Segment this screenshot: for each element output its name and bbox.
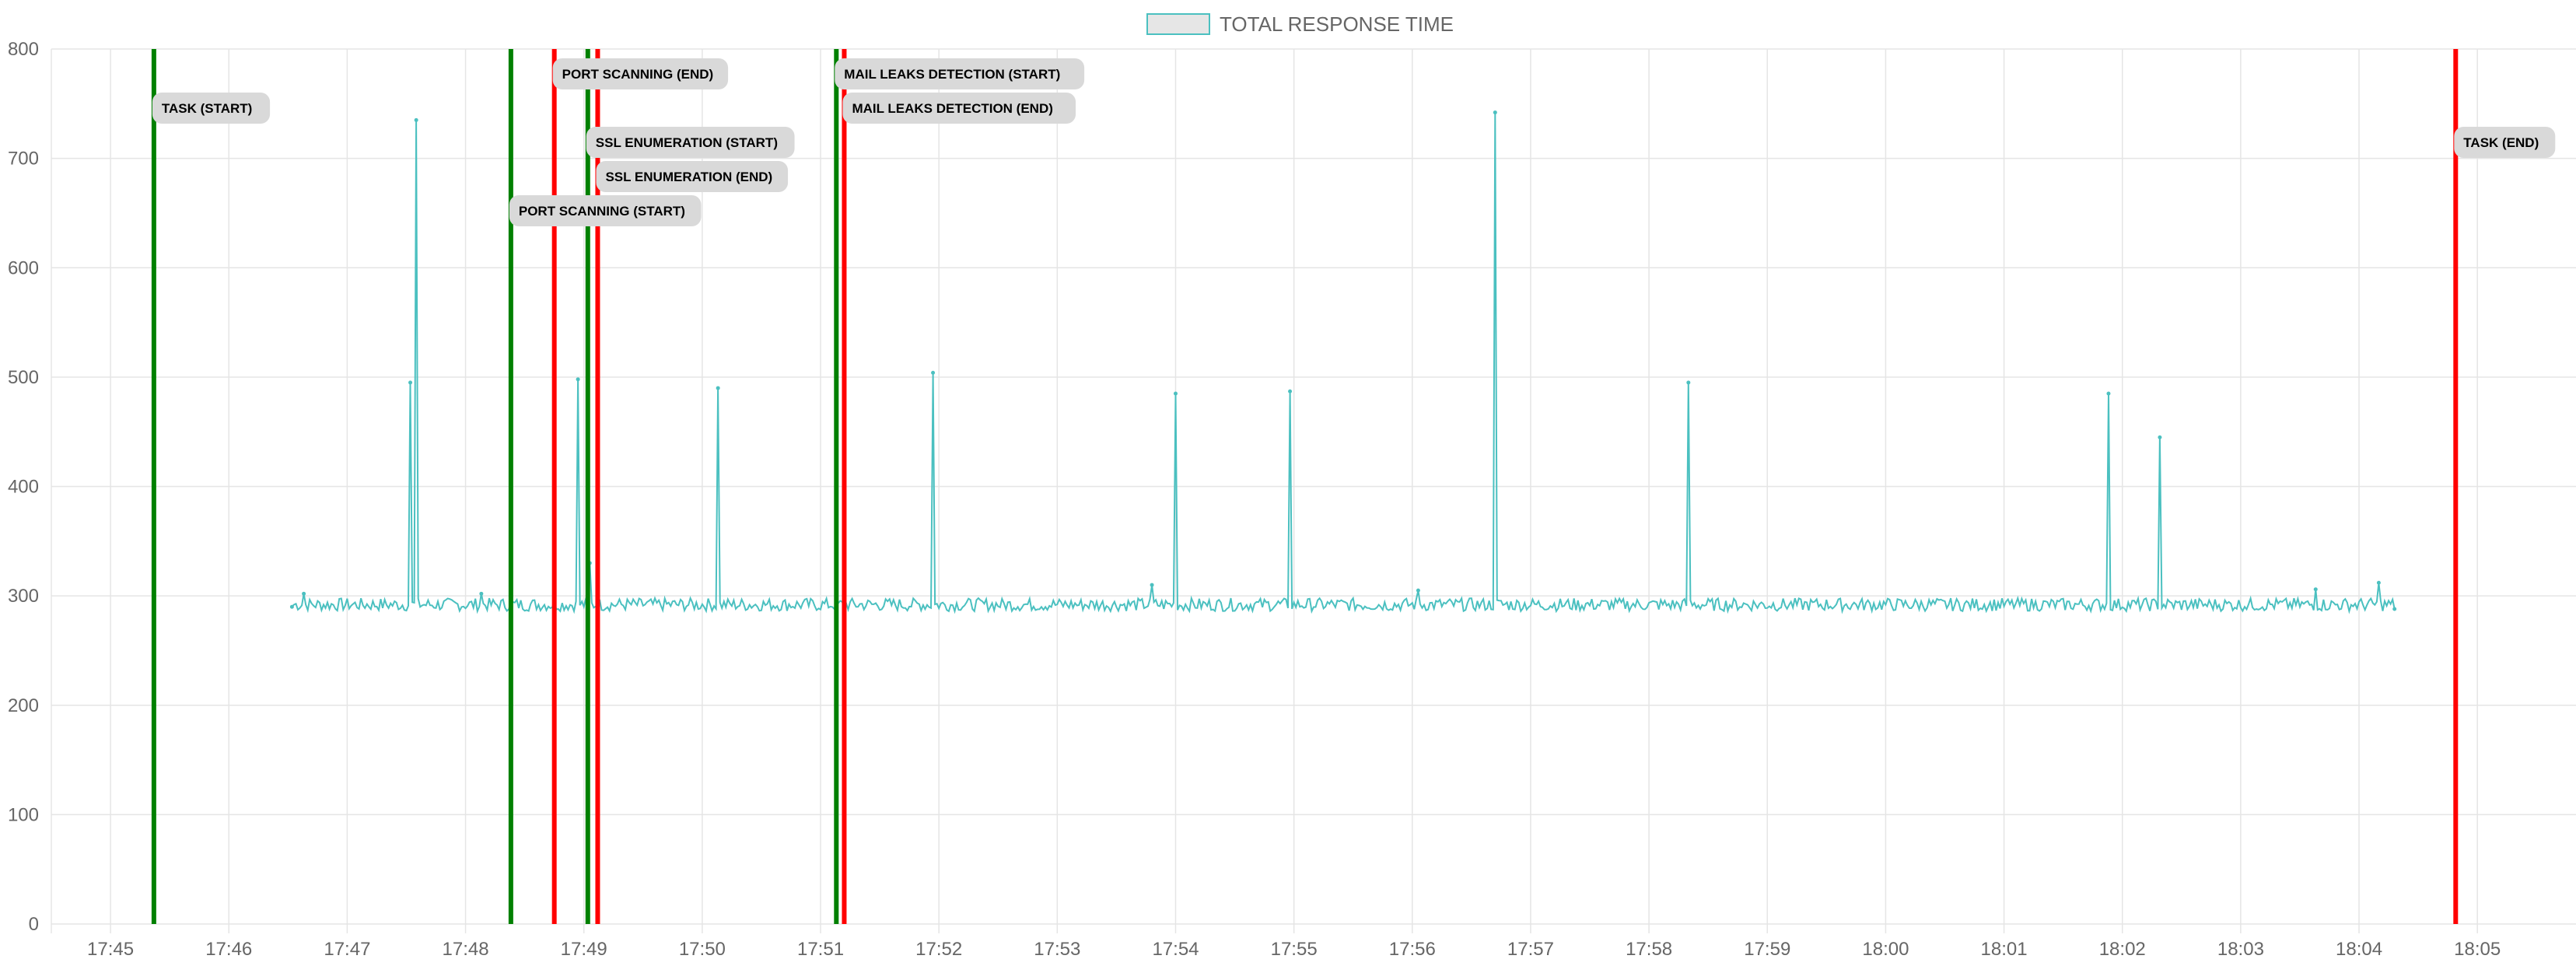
data-point: [289, 604, 294, 609]
data-point: [1150, 583, 1154, 587]
legend[interactable]: TOTAL RESPONSE TIME: [1146, 12, 1454, 36]
x-tick-label: 17:47: [324, 939, 370, 960]
x-tick-label: 18:05: [2454, 939, 2501, 960]
y-tick-label: 300: [8, 586, 39, 607]
x-tick-label: 18:00: [1862, 939, 1909, 960]
series-total-response-time: [289, 110, 2397, 614]
annotation-label-bg: [586, 127, 795, 158]
data-point: [414, 117, 418, 122]
y-axis-ticks: 0 100 200 300 400 500 600 700 800: [8, 39, 39, 935]
data-point: [479, 591, 484, 596]
x-tick-label: 17:56: [1389, 939, 1436, 960]
annotation-label-bg: [596, 161, 789, 192]
x-tick-label: 18:01: [1981, 939, 2028, 960]
x-tick-label: 18:04: [2336, 939, 2382, 960]
x-tick-label: 17:49: [561, 939, 607, 960]
x-tick-label: 17:52: [915, 939, 962, 960]
data-point: [2376, 580, 2381, 585]
x-tick-label: 17:48: [443, 939, 489, 960]
annotation-label: SSL ENUMERATION (START): [586, 127, 795, 158]
annotation-label-bg: [842, 93, 1076, 124]
data-point: [2106, 391, 2111, 396]
x-tick-label: 17:51: [797, 939, 844, 960]
annotation-label-bg: [552, 58, 729, 89]
x-tick-label: 18:02: [2099, 939, 2146, 960]
y-tick-label: 500: [8, 367, 39, 388]
data-point: [576, 377, 580, 382]
data-point: [1288, 389, 1293, 394]
annotation-label-text: SSL ENUMERATION (END): [605, 170, 772, 184]
x-axis-ticks: 17:45 17:46 17:47 17:48 17:49 17:50 17:51 17:52…: [87, 939, 2501, 960]
data-point: [2158, 435, 2162, 439]
annotation-label: PORT SCANNING (START): [509, 195, 702, 226]
x-tick-label: 18:03: [2217, 939, 2264, 960]
annotation-label-bg: [152, 93, 271, 124]
annotation-label-text: TASK (END): [2463, 135, 2539, 150]
annotation-label-bg: [509, 195, 702, 226]
x-tick-label: 17:50: [679, 939, 726, 960]
x-tick-label: 17:58: [1626, 939, 1672, 960]
annotation-label-text: MAIL LEAKS DETECTION (END): [852, 101, 1052, 116]
x-tick-label: 17:53: [1034, 939, 1080, 960]
annotation-label-text: SSL ENUMERATION (START): [596, 135, 778, 150]
grid: [51, 48, 2576, 933]
annotation-label: TASK (START): [152, 93, 271, 124]
annotation-label: PORT SCANNING (END): [552, 58, 729, 89]
annotation-markers: [151, 49, 2459, 924]
annotation-label-text: MAIL LEAKS DETECTION (START): [844, 67, 1060, 82]
x-tick-label: 17:55: [1271, 939, 1318, 960]
legend-label: TOTAL RESPONSE TIME: [1220, 12, 1454, 36]
data-point: [1493, 110, 1497, 115]
y-tick-label: 100: [8, 804, 39, 825]
annotation-label: MAIL LEAKS DETECTION (START): [835, 58, 1085, 89]
data-point: [1173, 391, 1178, 396]
x-tick-label: 17:59: [1744, 939, 1790, 960]
data-point: [302, 591, 306, 596]
annotation-label-text: TASK (START): [162, 101, 252, 116]
y-tick-label: 700: [8, 149, 39, 170]
x-tick-label: 17:45: [87, 939, 134, 960]
annotation-label-bg: [2454, 127, 2556, 158]
x-tick-label: 17:54: [1152, 939, 1199, 960]
data-point: [931, 370, 936, 375]
y-tick-label: 800: [8, 39, 39, 60]
data-point: [1686, 380, 1691, 385]
annotation-label: MAIL LEAKS DETECTION (END): [842, 93, 1076, 124]
x-tick-label: 17:57: [1507, 939, 1554, 960]
annotation-label-bg: [835, 58, 1085, 89]
annotation-label-text: PORT SCANNING (START): [519, 204, 685, 219]
data-point: [408, 380, 413, 385]
y-tick-label: 200: [8, 695, 39, 716]
data-point: [2392, 607, 2397, 611]
annotation-labels: TASK (START) PORT SCANNING (START) PORT SC…: [152, 58, 2556, 226]
annotation-label: SSL ENUMERATION (END): [596, 161, 789, 192]
annotation-label: TASK (END): [2454, 127, 2556, 158]
y-tick-label: 600: [8, 257, 39, 278]
series-line: [291, 112, 2396, 614]
y-tick-label: 0: [29, 914, 39, 935]
data-point: [716, 386, 720, 390]
x-tick-label: 17:46: [205, 939, 252, 960]
legend-swatch: [1146, 13, 1210, 35]
data-point: [2313, 587, 2318, 592]
data-point: [1416, 588, 1420, 593]
y-tick-label: 400: [8, 477, 39, 498]
annotation-label-text: PORT SCANNING (END): [562, 67, 714, 82]
